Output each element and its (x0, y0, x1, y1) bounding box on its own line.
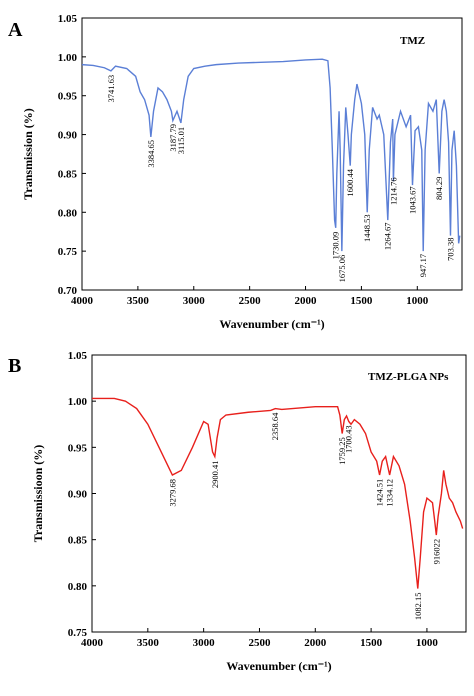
x-tick-label: 1500 (360, 637, 383, 649)
peak-label: 1334.12 (385, 479, 395, 507)
peak-label: 3384.65 (146, 140, 156, 168)
y-tick-label: 0.70 (58, 285, 78, 297)
peak-label: 1264.67 (383, 222, 393, 250)
peak-label: 1759.25 (337, 437, 347, 465)
plot-frame (81, 17, 463, 291)
x-tick-label: 2500 (239, 295, 262, 307)
peak-label: 916022 (431, 539, 441, 565)
spectrum-line (81, 58, 461, 252)
y-tick-label: 0.80 (68, 581, 88, 593)
x-tick-label: 2500 (248, 637, 271, 649)
series-label: TMZ-PLGA NPs (368, 371, 449, 383)
y-tick-label: 0.90 (68, 489, 88, 501)
peak-label: 1424.51 (375, 479, 385, 507)
y-tick-label: 1.00 (58, 52, 78, 64)
spectrum-line (92, 397, 464, 589)
x-tick-label: 3500 (137, 637, 160, 649)
x-axis-label: Wavenumber (cm⁻¹) (226, 659, 331, 673)
x-tick-label: 3000 (193, 637, 216, 649)
y-tick-label: 0.85 (58, 168, 78, 180)
panel-letter: A (8, 19, 23, 41)
y-tick-label: 0.95 (68, 442, 88, 454)
x-tick-label: 1000 (416, 637, 439, 649)
x-tick-label: 3000 (183, 295, 206, 307)
peak-label: 1214.76 (388, 177, 398, 205)
x-tick-label: 4000 (71, 295, 94, 307)
peak-label: 1043.67 (407, 186, 417, 214)
y-tick-label: 0.75 (58, 246, 78, 258)
panel-letter: B (8, 355, 21, 377)
peak-label: 1730.09 (331, 232, 341, 260)
y-tick-label: 0.85 (68, 535, 88, 547)
peak-label: 703.38 (445, 238, 455, 261)
y-tick-label: 1.05 (58, 13, 78, 25)
peak-label: 3187.79 (168, 124, 178, 152)
peak-label: 947.17 (418, 254, 428, 277)
peak-label: 1700.43 (344, 425, 354, 453)
x-tick-label: 3500 (127, 295, 150, 307)
y-tick-label: 0.95 (58, 91, 78, 103)
x-tick-label: 1000 (406, 295, 429, 307)
y-tick-label: 1.05 (68, 350, 88, 362)
series-label: TMZ (400, 35, 425, 47)
peak-label: 3741.63 (106, 75, 116, 103)
x-axis-label: Wavenumber (cm⁻¹) (219, 317, 324, 331)
x-tick-label: 2000 (304, 637, 327, 649)
peak-label: 1600.44 (345, 168, 355, 196)
y-axis-label: Transmissioon (%) (31, 445, 45, 542)
peak-label: 2358.64 (270, 412, 280, 440)
peak-label: 1675.06 (337, 255, 347, 283)
y-axis-label: Transmission (%) (21, 108, 35, 199)
peak-label: 804.29 (434, 177, 444, 200)
y-tick-label: 1.00 (68, 396, 88, 408)
x-tick-label: 2000 (295, 295, 318, 307)
peak-label: 1082.15 (413, 592, 423, 620)
y-tick-label: 0.90 (58, 130, 78, 142)
peak-label: 3279.68 (167, 479, 177, 507)
y-tick-label: 0.80 (58, 207, 78, 219)
peak-label: 2900.41 (210, 460, 220, 488)
plot-frame (91, 354, 467, 633)
peak-label: 3115.01 (176, 127, 186, 154)
peak-label: 1448.53 (362, 214, 372, 242)
x-tick-label: 1500 (350, 295, 373, 307)
x-tick-label: 4000 (81, 637, 104, 649)
y-tick-label: 0.75 (68, 627, 88, 639)
